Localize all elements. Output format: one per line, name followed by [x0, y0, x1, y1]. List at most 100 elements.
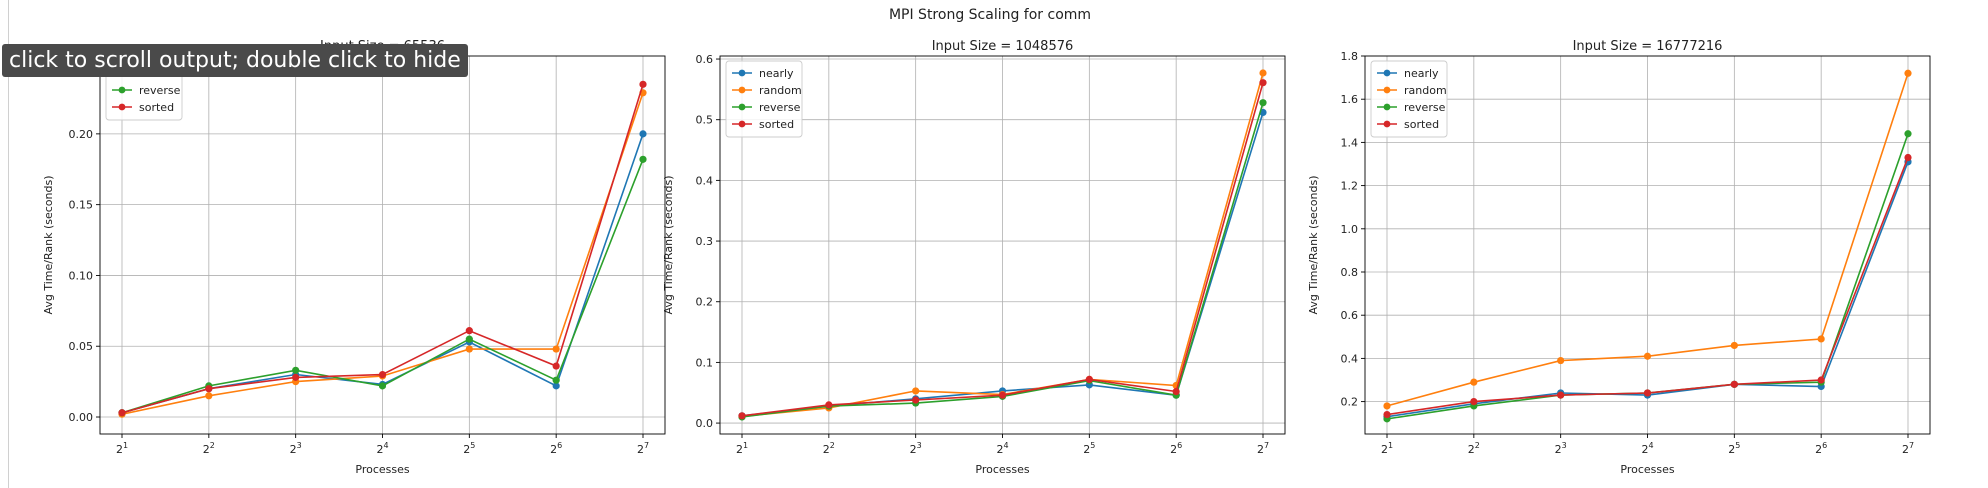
legend-swatch-marker [1383, 69, 1391, 77]
x-tick-label: 27 [637, 441, 649, 456]
legend-swatch-marker [738, 69, 746, 77]
data-point-reverse [378, 382, 387, 390]
x-axis-label: Processes [355, 463, 409, 476]
x-tick-label: 21 [736, 441, 748, 456]
data-point-sorted [1643, 389, 1652, 397]
legend-entry-reverse: reverse [1404, 101, 1446, 114]
legend-entry-random: random [759, 84, 802, 97]
y-tick-label: 0.8 [1341, 266, 1359, 279]
legend-swatch-marker [738, 86, 746, 94]
y-axis-label: Avg Time/Rank (seconds) [662, 175, 675, 314]
y-tick-label: 1.8 [1341, 50, 1359, 63]
y-tick-label: 0.3 [696, 235, 714, 248]
data-point-reverse [1259, 99, 1267, 107]
x-tick-label: 22 [823, 441, 835, 456]
data-point-sorted [1172, 387, 1180, 396]
data-point-random [1730, 341, 1738, 350]
x-tick-label: 27 [1257, 441, 1269, 456]
y-tick-label: 1.4 [1341, 136, 1359, 149]
y-tick-label: 0.4 [1341, 352, 1359, 365]
legend-box [1370, 60, 1448, 138]
y-tick-label: 0.6 [696, 53, 714, 66]
y-axis-label: Avg Time/Rank (seconds) [42, 175, 55, 314]
legend-entry-nearly: nearly [759, 67, 794, 80]
legend-entry-reverse: reverse [139, 84, 181, 97]
y-tick-label: 0.2 [696, 296, 714, 309]
x-tick-label: 21 [1381, 441, 1393, 456]
x-tick-label: 23 [1555, 441, 1567, 456]
y-tick-label: 0.2 [1341, 396, 1359, 409]
data-point-sorted [1730, 380, 1738, 388]
legend-swatch-marker [1383, 103, 1391, 111]
chart-panel-1: 0.000.050.100.150.2021222324252627Input … [42, 39, 666, 476]
data-point-random [465, 345, 473, 353]
x-tick-label: 27 [1902, 441, 1914, 456]
data-point-sorted [118, 409, 126, 417]
data-point-random [912, 387, 920, 395]
legend-entry-random: random [1404, 84, 1447, 97]
data-point-random [552, 345, 560, 353]
y-tick-label: 1.0 [1341, 223, 1359, 236]
data-point-sorted [378, 370, 387, 379]
y-tick-label: 0.1 [696, 356, 714, 369]
chart-title: Input Size = 1048576 [932, 39, 1074, 54]
data-point-random [1817, 335, 1825, 343]
x-axis-label: Processes [975, 463, 1029, 476]
y-tick-label: 0.0 [696, 417, 714, 430]
scroll-output-tooltip[interactable]: click to scroll output; double click to … [2, 44, 468, 77]
legend-entry-sorted: sorted [759, 118, 794, 131]
x-tick-label: 25 [1083, 441, 1095, 456]
data-point-random [1383, 402, 1391, 410]
data-point-random [1643, 352, 1652, 360]
legend-swatch-marker [738, 120, 746, 128]
x-tick-label: 23 [290, 441, 302, 456]
y-tick-label: 1.6 [1341, 93, 1359, 106]
data-point-reverse [552, 376, 560, 384]
y-tick-label: 0.4 [696, 174, 714, 187]
data-point-sorted [1383, 410, 1391, 419]
y-tick-label: 0.20 [69, 128, 94, 141]
chart-panel-2: 0.0 0.1 0.2 0.3 0.4 0.5 0.6 21 22 23 24 25 26 27 Input… [662, 39, 1286, 476]
x-tick-label: 26 [1815, 441, 1827, 456]
legend-entry-reverse: reverse [759, 101, 801, 114]
chart-title: Input Size = 16777216 [1573, 39, 1723, 54]
y-tick-label: 0.5 [696, 114, 714, 127]
figure-suptitle: MPI Strong Scaling for comm [889, 7, 1091, 23]
legend-entry-sorted: sorted [139, 101, 174, 114]
data-point-sorted [1557, 391, 1565, 399]
x-tick-label: 26 [1170, 441, 1182, 456]
x-axis-label: Processes [1620, 463, 1674, 476]
data-point-reverse [1904, 130, 1912, 138]
data-point-sorted [292, 373, 300, 381]
x-tick-label: 22 [1468, 441, 1480, 456]
legend-box [725, 60, 803, 138]
data-point-sorted [205, 385, 213, 393]
data-point-sorted [1259, 79, 1267, 87]
data-point-reverse [465, 335, 473, 343]
data-point-sorted [465, 327, 473, 335]
legend-swatch-marker [118, 103, 126, 111]
x-tick-label: 22 [203, 441, 215, 456]
y-tick-label: 0.6 [1341, 309, 1359, 322]
x-tick-label: 24 [996, 441, 1008, 456]
data-point-sorted [912, 396, 920, 404]
data-point-random [205, 392, 213, 400]
data-point-random [1557, 356, 1565, 365]
data-point-sorted [1817, 376, 1825, 384]
legend-entry-sorted: sorted [1404, 118, 1439, 131]
data-point-nearly [639, 130, 647, 138]
y-tick-label: 0.10 [69, 269, 94, 282]
data-point-sorted [1904, 153, 1912, 162]
data-point-sorted [998, 391, 1007, 399]
output-border [8, 0, 9, 488]
data-point-random [1259, 69, 1267, 77]
data-point-sorted [1470, 398, 1478, 406]
x-tick-label: 26 [550, 441, 562, 456]
y-axis-label: Avg Time/Rank (seconds) [1307, 175, 1320, 314]
data-point-sorted [639, 80, 647, 88]
y-tick-label: 1.2 [1341, 180, 1359, 193]
data-point-sorted [738, 412, 746, 420]
data-point-reverse [292, 366, 300, 374]
x-tick-label: 24 [376, 441, 388, 456]
